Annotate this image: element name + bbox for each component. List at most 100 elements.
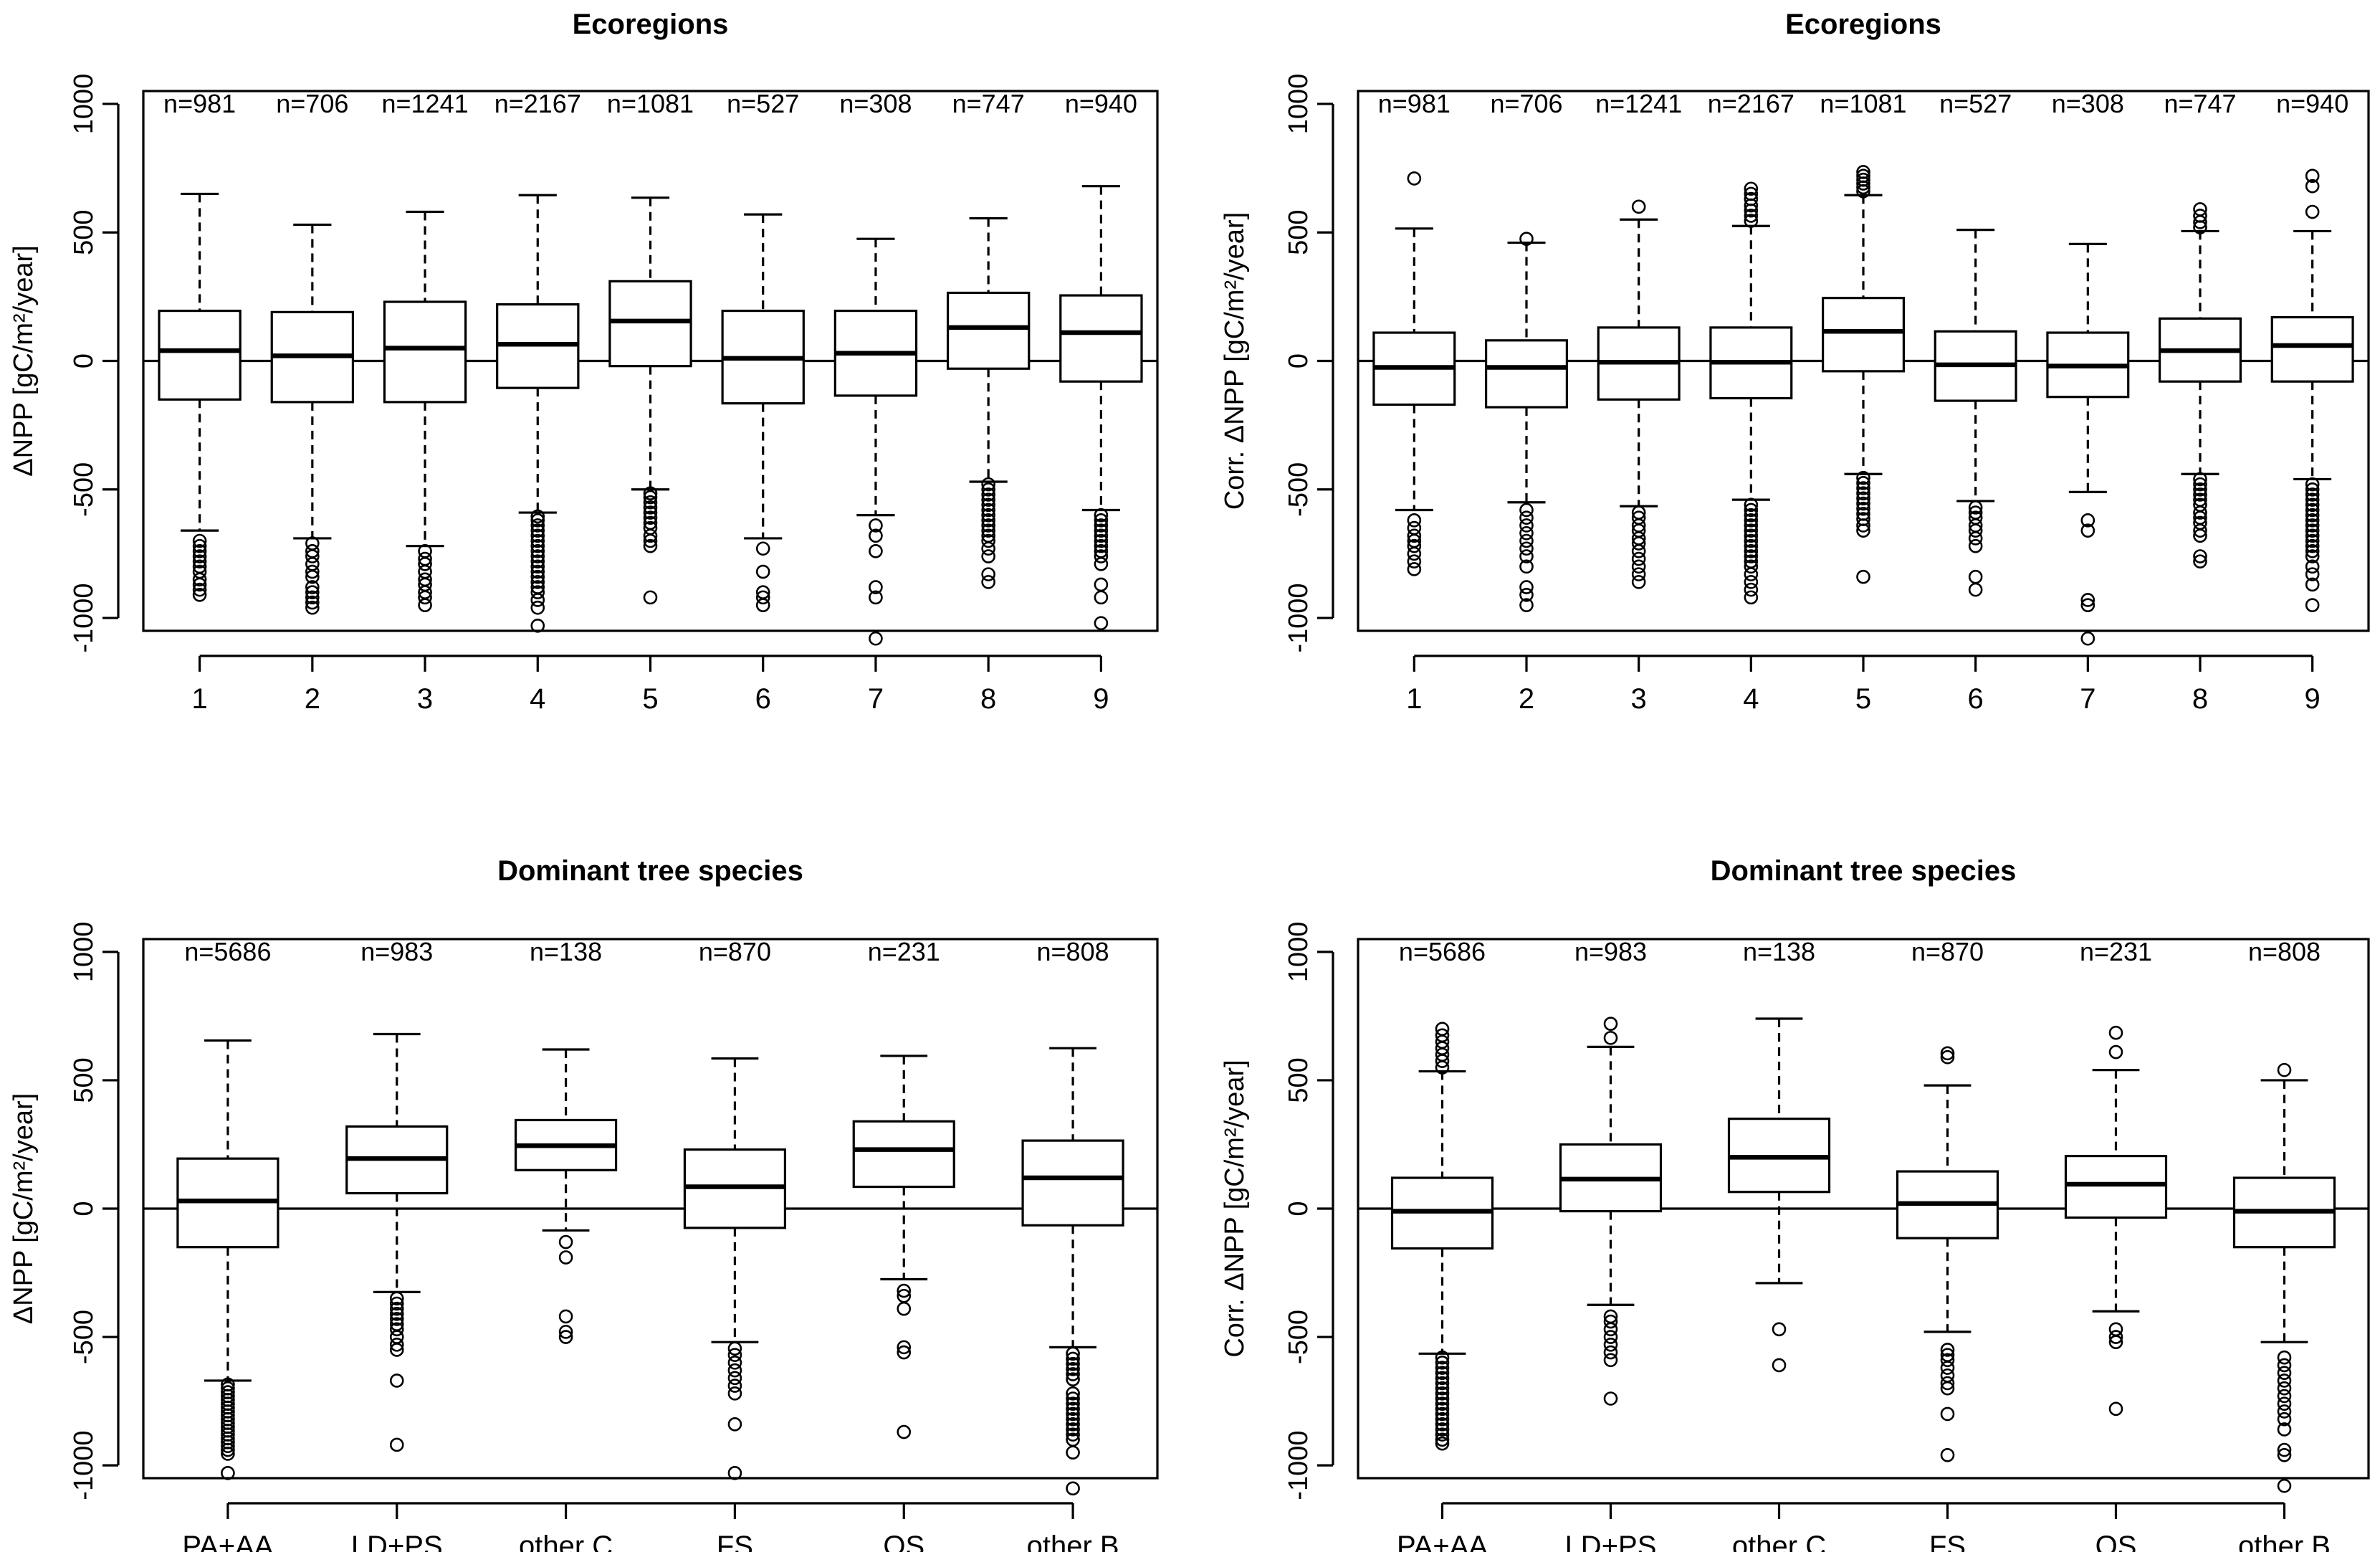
box-group [1372,171,1456,576]
x-tick-label: 6 [1968,683,1984,715]
outlier-point [530,569,545,584]
outlier-point [389,1291,404,1306]
outlier-point [2080,513,2095,528]
box-iqr [2064,1154,2168,1219]
outlier-point [981,549,995,563]
box-group [833,237,918,646]
outlier-point [727,1356,742,1370]
outlier-point [1631,575,1646,589]
x-tick-label: 6 [755,683,771,715]
outlier-point [192,582,207,597]
outlier-point [2277,1404,2292,1419]
y-tick-label: 500 [1284,1057,1314,1103]
outlier-point [727,1379,742,1393]
outlier-point [1066,1367,1080,1381]
outlier-point [2277,1350,2292,1365]
outlier-point [1435,1427,1450,1442]
outlier-point [530,509,545,524]
box-group [1727,1017,1831,1373]
outlier-point [1968,582,1983,597]
outlier-point [1407,513,1422,528]
outlier-point [755,541,770,556]
n-label: n=5686 [184,937,271,966]
outlier-point [1856,481,1870,495]
outlier-point [2305,487,2320,502]
outlier-point [1435,1022,1450,1037]
box-group [1021,1047,1124,1496]
outlier-point [1519,503,1534,518]
outlier-point [981,518,995,533]
panel-species-dnpp: Dominant tree species -1000 -500 0 500 1000 ΔN… [9,855,1159,1552]
outlier-point [727,1386,742,1401]
outlier-point [221,1439,235,1454]
outlier-point [981,533,995,548]
outlier-point [389,1296,404,1311]
outlier-point [2193,209,2207,223]
outlier-point [643,486,658,500]
outlier-point [727,1363,742,1378]
n-label: n=231 [2080,937,2152,966]
outlier-point [1435,1356,1450,1370]
outlier-point [727,1348,742,1362]
outlier-point [1856,523,1870,538]
outlier-point [2277,1366,2292,1380]
outlier-point [643,505,658,520]
outlier-point [981,498,995,513]
outlier-point [981,503,995,518]
outlier-point [1435,1417,1450,1432]
box-group [2270,168,2354,612]
box-iqr [1485,339,1569,409]
outlier-point [1940,1353,1955,1368]
y-tick-label: 0 [1284,353,1314,368]
outlier-point [558,1330,573,1344]
outlier-point [1066,1346,1080,1361]
outlier-point [530,593,545,607]
outlier-point [1519,598,1534,612]
n-label: n=5686 [1399,937,1486,966]
outlier-point [1435,1406,1450,1422]
outlier-point [1631,199,1646,214]
outlier-point [1631,559,1646,574]
box-iqr [383,300,467,404]
outlier-point [2108,1044,2123,1060]
box-group [2159,202,2242,568]
outlier-point [643,490,658,505]
outlier-point [1744,567,1759,581]
outlier-point [2108,1335,2123,1350]
outlier-point [1407,554,1422,568]
outlier-point [1519,587,1534,602]
outlier-point [2305,178,2320,194]
outlier-point [1066,1391,1080,1406]
outlier-point [558,1325,573,1339]
x-tick-label: 5 [1855,683,1871,715]
outlier-point [1407,171,1422,186]
x-tick-label: LD+PS [351,1530,443,1552]
outlier-point [1519,525,1534,541]
outlier-point [192,544,207,558]
x-tick-label: 2 [1519,683,1534,715]
outlier-point [1066,1417,1080,1432]
outlier-point [530,513,545,528]
outlier-point [192,538,207,553]
outlier-point [1968,538,1983,553]
outlier-point [643,500,658,515]
box-group [1597,199,1681,589]
outlier-point [2277,1381,2292,1396]
box-group [683,1057,787,1480]
outlier-point [192,587,207,602]
outlier-point [1435,1432,1450,1447]
outlier-point [558,1309,573,1324]
outlier-point [1940,1376,1955,1391]
n-label: n=940 [1065,89,1137,118]
outlier-point [1744,209,1759,223]
outlier-point [1856,496,1870,511]
outlier-point [389,1312,404,1326]
outlier-point [1744,214,1759,228]
outlier-point [1066,1396,1080,1411]
y-tick-label: 0 [69,1201,99,1216]
outlier-point [1856,172,1870,187]
n-label: n=983 [360,937,433,966]
chart-title: Ecoregions [1785,9,1941,40]
outlier-point [389,1337,404,1352]
